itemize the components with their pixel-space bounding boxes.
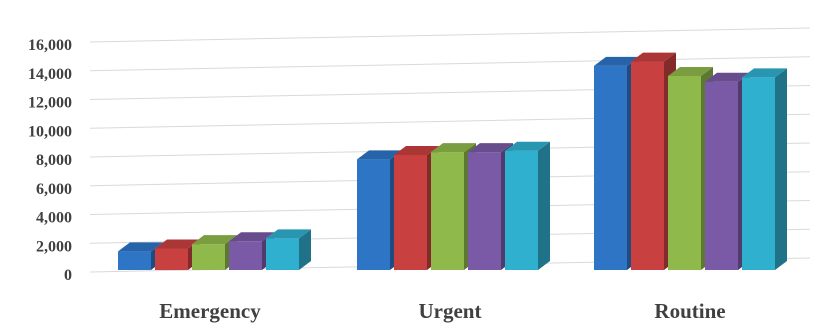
bar bbox=[742, 68, 787, 270]
y-tick-label: 10,000 bbox=[28, 123, 72, 140]
y-tick-label: 12,000 bbox=[28, 95, 72, 112]
y-tick-label: 14,000 bbox=[28, 66, 72, 83]
y-axis-tick-labels: 0 2,000 4,000 6,000 8,000 10,000 12,000 14,000 1… bbox=[28, 37, 72, 284]
bar bbox=[192, 235, 237, 270]
category-label: Routine bbox=[654, 299, 725, 323]
bar bbox=[631, 52, 676, 270]
y-tick-label: 16,000 bbox=[28, 37, 72, 54]
y-tick-label: 2,000 bbox=[36, 238, 72, 255]
category-label: Emergency bbox=[159, 299, 261, 323]
bar bbox=[594, 56, 639, 270]
category-labels: Emergency Urgent Routine bbox=[159, 299, 725, 323]
gridline bbox=[89, 56, 811, 72]
gridline bbox=[89, 27, 811, 43]
y-tick-label: 0 bbox=[64, 267, 72, 284]
bar bbox=[266, 229, 311, 270]
y-tick-label: 8,000 bbox=[36, 152, 72, 169]
bar bbox=[394, 146, 439, 270]
bar bbox=[505, 141, 550, 270]
category-label: Urgent bbox=[419, 299, 482, 323]
y-tick-label: 4,000 bbox=[36, 210, 72, 227]
y-tick-label: 6,000 bbox=[36, 181, 72, 198]
bars bbox=[118, 52, 787, 270]
